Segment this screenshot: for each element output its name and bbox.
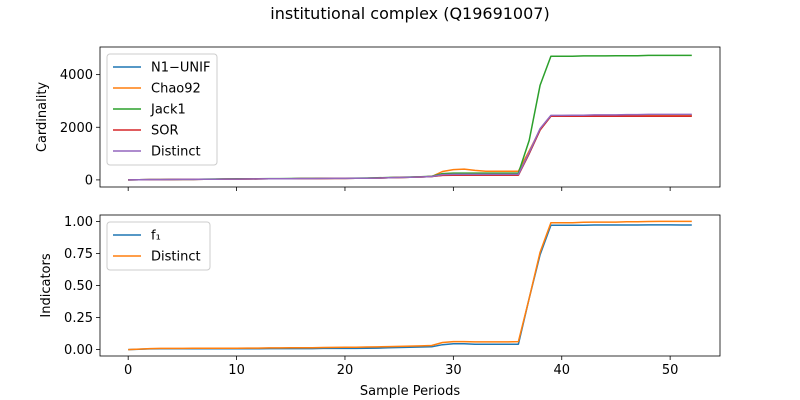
legend-label: SOR — [151, 124, 179, 139]
x-tick-label: 10 — [228, 363, 245, 378]
x-axis-label: Sample Periods — [360, 384, 460, 399]
y-tick-label: 0.50 — [64, 279, 93, 294]
cardinality-chart: 0 2000 4000 Cardinality N1−UNIF Chao92 Jack1 SO… — [35, 46, 721, 191]
y-axis-label: Cardinality — [35, 82, 50, 153]
legend-label: f₁ — [151, 229, 161, 244]
x-tick-label: 50 — [662, 363, 679, 378]
series-line-1 — [128, 220, 692, 351]
legend-box — [106, 53, 218, 166]
y-tick-label: 1.00 — [64, 215, 93, 230]
y-tick-label: 2000 — [60, 121, 93, 136]
y-tick-label: 4000 — [60, 68, 93, 83]
x-tick-label: 40 — [553, 363, 570, 378]
series-line-0 — [128, 224, 692, 351]
x-tick-label: 20 — [337, 363, 354, 378]
x-tick-label: 30 — [445, 363, 462, 378]
figure-title: institutional complex (Q19691007) — [270, 4, 549, 23]
legend-label: N1−UNIF — [151, 61, 210, 76]
y-axis-label: Indicators — [39, 253, 54, 317]
y-tick-label: 0.75 — [64, 247, 93, 262]
y-tick-label: 0.00 — [64, 343, 93, 358]
legend-label: Distinct — [151, 145, 201, 160]
legend-label: Chao92 — [151, 82, 201, 97]
series-line-4 — [128, 113, 692, 181]
y-tick-label: 0.25 — [64, 311, 93, 326]
x-tick-label: 0 — [124, 363, 132, 378]
y-tick-label: 0 — [85, 173, 93, 188]
indicators-chart: 0 10 20 30 40 50 0.00 0.25 0.50 0.75 1.00 Indicator… — [39, 214, 721, 399]
legend-box — [106, 221, 211, 271]
legend-label: Distinct — [151, 250, 201, 265]
legend-label: Jack1 — [150, 103, 186, 118]
axes-frame — [99, 46, 721, 188]
